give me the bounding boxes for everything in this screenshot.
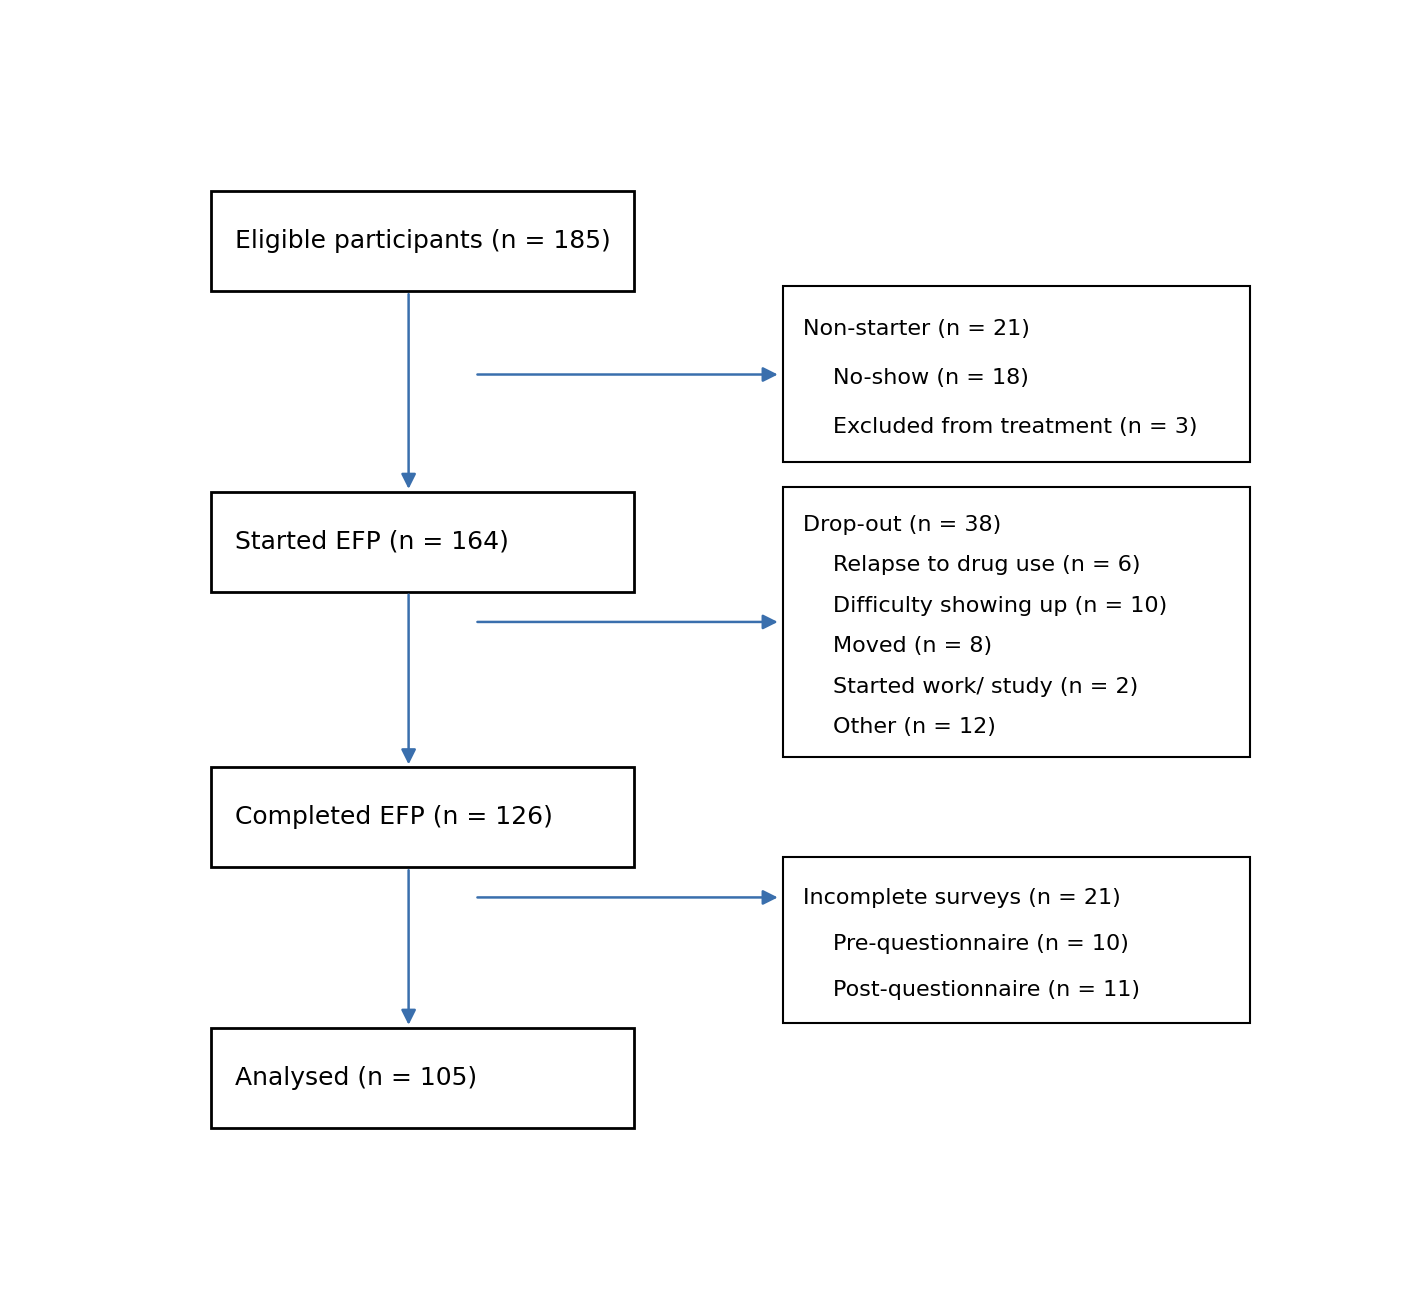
Text: Started EFP (n = 164): Started EFP (n = 164) xyxy=(234,530,508,554)
Text: Post-questionnaire (n = 11): Post-questionnaire (n = 11) xyxy=(834,980,1140,999)
Text: Relapse to drug use (n = 6): Relapse to drug use (n = 6) xyxy=(834,556,1140,575)
Text: Non-starter (n = 21): Non-starter (n = 21) xyxy=(802,319,1030,340)
Text: Drop-out (n = 38): Drop-out (n = 38) xyxy=(802,515,1001,535)
Text: Completed EFP (n = 126): Completed EFP (n = 126) xyxy=(234,805,552,829)
Bar xyxy=(210,768,635,868)
Bar xyxy=(782,487,1251,757)
Text: Started work/ study (n = 2): Started work/ study (n = 2) xyxy=(834,677,1139,696)
Text: Eligible participants (n = 185): Eligible participants (n = 185) xyxy=(234,229,611,254)
Bar xyxy=(782,857,1251,1023)
Bar xyxy=(210,1028,635,1128)
Text: Other (n = 12): Other (n = 12) xyxy=(834,717,997,736)
Text: Difficulty showing up (n = 10): Difficulty showing up (n = 10) xyxy=(834,596,1167,615)
Text: Incomplete surveys (n = 21): Incomplete surveys (n = 21) xyxy=(802,889,1120,908)
Text: Excluded from treatment (n = 3): Excluded from treatment (n = 3) xyxy=(834,418,1198,437)
Text: Moved (n = 8): Moved (n = 8) xyxy=(834,636,993,656)
Bar xyxy=(210,191,635,291)
Text: Analysed (n = 105): Analysed (n = 105) xyxy=(234,1066,477,1090)
Text: No-show (n = 18): No-show (n = 18) xyxy=(834,368,1030,388)
Text: Pre-questionnaire (n = 10): Pre-questionnaire (n = 10) xyxy=(834,934,1129,954)
Bar xyxy=(210,492,635,592)
Bar xyxy=(782,286,1251,462)
